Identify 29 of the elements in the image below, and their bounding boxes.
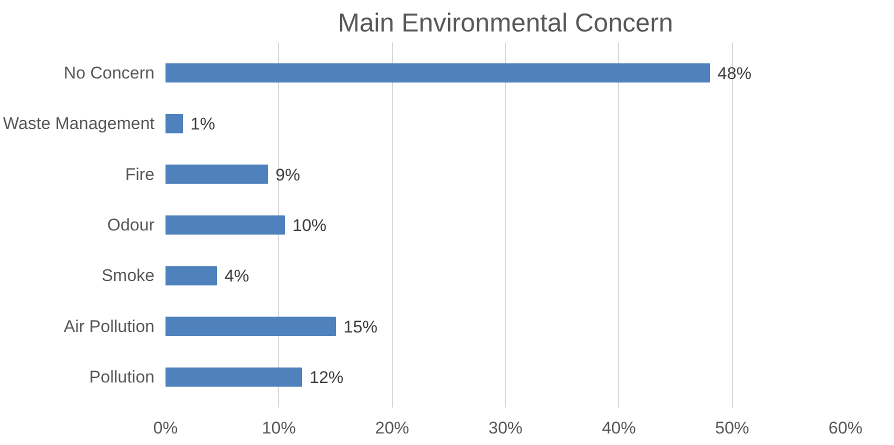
x-tick-label: 20% [375, 418, 410, 438]
y-tick-label: Pollution [89, 368, 155, 387]
x-tick-label: 30% [488, 418, 523, 438]
bar [166, 266, 217, 286]
x-tick-label: 0% [153, 418, 178, 438]
bar [166, 63, 710, 83]
x-tick-label: 40% [602, 418, 636, 438]
y-tick-label: Odour [107, 216, 155, 234]
y-tick-label: Smoke [102, 266, 155, 286]
y-tick-label: Air Pollution [64, 316, 155, 336]
x-tick-label: 60% [828, 418, 863, 438]
bar [166, 215, 285, 235]
x-tick-label: 50% [715, 418, 750, 438]
data-label: 9% [276, 165, 300, 184]
bar [166, 114, 183, 134]
data-label: 4% [224, 266, 250, 286]
chart-title: Main Environmental Concern [338, 8, 674, 38]
data-label: 10% [292, 216, 327, 235]
data-label: 12% [310, 368, 344, 388]
x-tick-label: 10% [262, 418, 296, 438]
bar [166, 367, 302, 387]
y-tick-label: Waste Management [3, 114, 155, 134]
data-label: 1% [190, 114, 216, 134]
y-tick-label: Fire [125, 164, 155, 184]
bar [166, 164, 268, 184]
data-label: 48% [718, 64, 752, 83]
data-label: 15% [344, 317, 378, 336]
y-tick-label: No Concern [64, 63, 155, 82]
bar [166, 316, 336, 336]
